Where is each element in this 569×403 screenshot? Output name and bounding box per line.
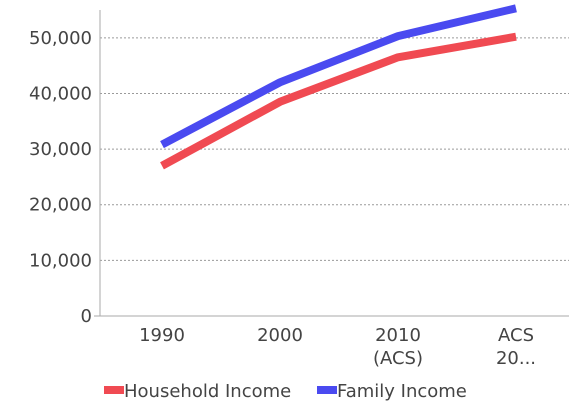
grid-layer	[100, 37, 569, 261]
x-tick-label: 2000	[257, 325, 303, 346]
axis-layer: 0 10,000 20,000 30,000 40,000 50,000 1990 2000 2…	[29, 10, 569, 369]
x-tick-label-line2: (ACS)	[373, 348, 423, 369]
x-tick-label: ACS	[498, 325, 534, 346]
x-tick-label: 1990	[139, 325, 185, 346]
series-layer	[160, 4, 517, 170]
x-tick-label: 2010	[375, 325, 421, 346]
y-tick-label: 50,000	[29, 28, 92, 49]
x-tick-label-line2: 20...	[496, 348, 536, 369]
y-tick-label: 40,000	[29, 83, 92, 104]
legend-label: Family Income	[337, 381, 467, 402]
series-line-household-income	[160, 32, 517, 170]
y-tick-label: 20,000	[29, 195, 92, 216]
legend-swatch	[317, 386, 337, 394]
y-tick-label: 30,000	[29, 139, 92, 160]
legend-swatch	[104, 386, 124, 394]
y-tick-label: 0	[81, 306, 92, 327]
legend-label: Household Income	[124, 381, 291, 402]
y-tick-label: 10,000	[29, 250, 92, 271]
series-line-family-income	[160, 4, 517, 149]
legend: Household Income Family Income	[104, 381, 467, 402]
